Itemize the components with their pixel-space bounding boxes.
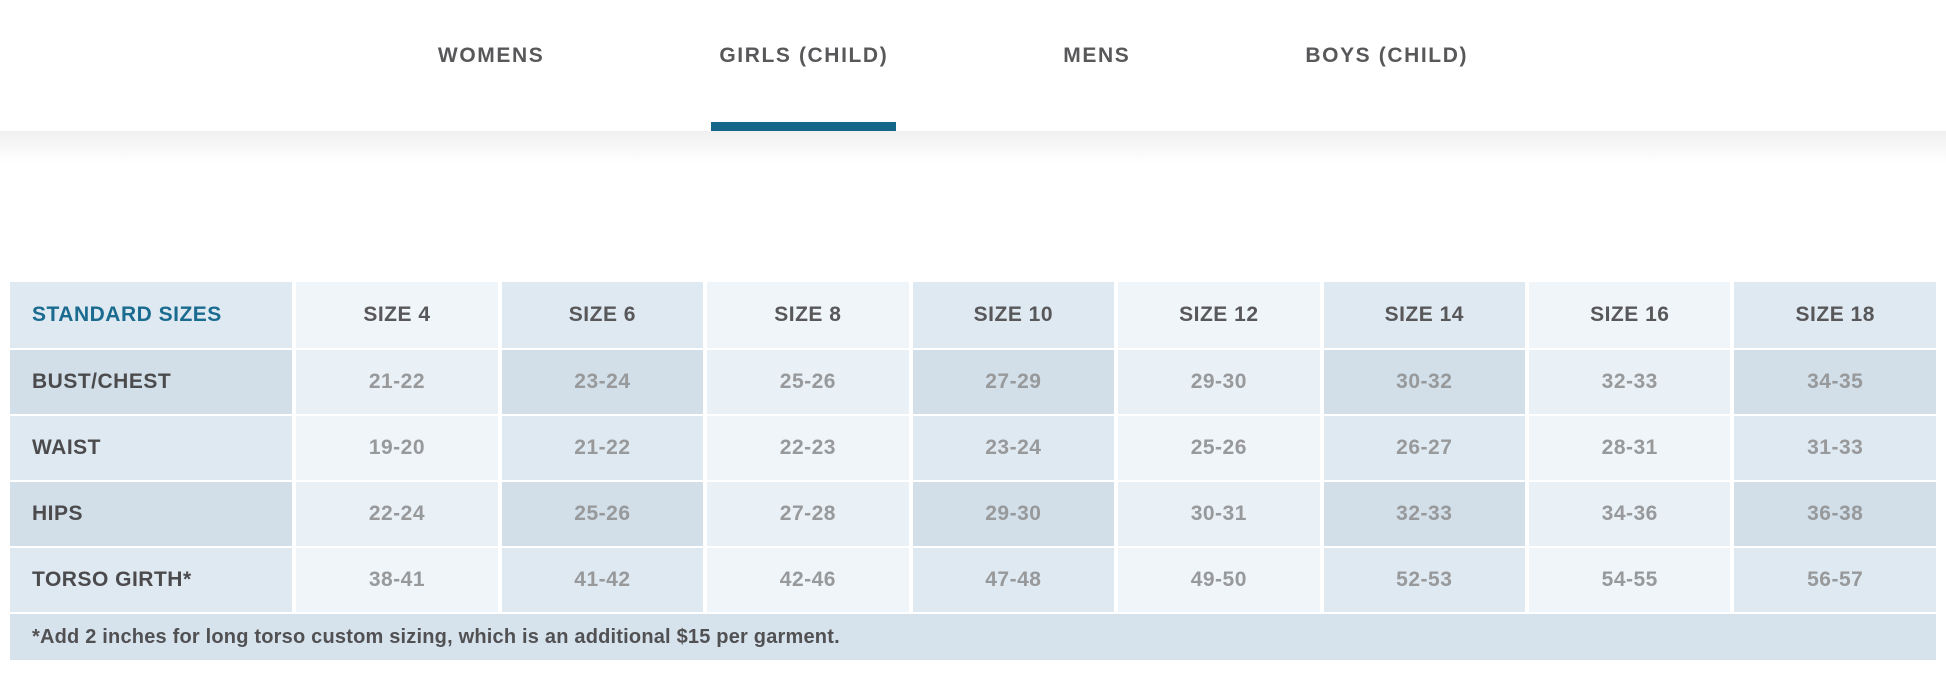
tab-boys-child[interactable]: BOYS (CHILD) <box>1297 44 1476 131</box>
cell-value: 29-30 <box>1118 350 1320 414</box>
cell-value: 56-57 <box>1734 548 1936 612</box>
cell-value: 25-26 <box>501 482 704 546</box>
tab-row: WOMENS GIRLS (CHILD) MENS BOYS (CHILD) <box>0 0 1926 131</box>
header-size-18: SIZE 18 <box>1734 282 1936 348</box>
cell-value: 42-46 <box>707 548 909 612</box>
cell-value: 36-38 <box>1734 482 1936 546</box>
tab-womens[interactable]: WOMENS <box>430 44 552 131</box>
cell-value: 32-33 <box>1323 482 1526 546</box>
cell-value: 31-33 <box>1734 416 1936 480</box>
tab-girls-child[interactable]: GIRLS (CHILD) <box>711 44 897 131</box>
header-standard-sizes: STANDARD SIZES <box>10 282 293 348</box>
tab-mens[interactable]: MENS <box>1055 44 1138 131</box>
row-label-hips: HIPS <box>10 482 293 546</box>
table-row-hips: HIPS 22-24 25-26 27-28 29-30 30-31 32-33… <box>10 482 1936 546</box>
row-label-bust-chest: BUST/CHEST <box>10 350 293 414</box>
cell-value: 49-50 <box>1118 548 1320 612</box>
cell-value: 30-32 <box>1323 350 1526 414</box>
tab-womens-label: WOMENS <box>437 44 545 67</box>
row-label-waist: WAIST <box>10 416 293 480</box>
header-size-4: SIZE 4 <box>296 282 498 348</box>
size-table: STANDARD SIZES SIZE 4 SIZE 6 SIZE 8 SIZE… <box>6 280 1940 662</box>
cell-value: 32-33 <box>1529 350 1731 414</box>
size-chart-tabbar: WOMENS GIRLS (CHILD) MENS BOYS (CHILD) <box>0 0 1946 131</box>
cell-value: 41-42 <box>501 548 704 612</box>
cell-value: 22-24 <box>296 482 498 546</box>
cell-value: 27-29 <box>912 350 1115 414</box>
cell-value: 34-36 <box>1529 482 1731 546</box>
header-size-12: SIZE 12 <box>1118 282 1320 348</box>
cell-value: 25-26 <box>707 350 909 414</box>
table-row-waist: WAIST 19-20 21-22 22-23 23-24 25-26 26-2… <box>10 416 1936 480</box>
cell-value: 19-20 <box>296 416 498 480</box>
cell-value: 28-31 <box>1529 416 1731 480</box>
header-size-8: SIZE 8 <box>707 282 909 348</box>
active-tab-underline <box>711 122 897 131</box>
header-size-6: SIZE 6 <box>501 282 704 348</box>
cell-value: 47-48 <box>912 548 1115 612</box>
cell-value: 21-22 <box>296 350 498 414</box>
cell-value: 54-55 <box>1529 548 1731 612</box>
footnote-text: *Add 2 inches for long torso custom sizi… <box>10 614 1936 660</box>
header-size-10: SIZE 10 <box>912 282 1115 348</box>
cell-value: 21-22 <box>501 416 704 480</box>
cell-value: 52-53 <box>1323 548 1526 612</box>
header-size-16: SIZE 16 <box>1529 282 1731 348</box>
cell-value: 29-30 <box>912 482 1115 546</box>
table-row-torso-girth: TORSO GIRTH* 38-41 41-42 42-46 47-48 49-… <box>10 548 1936 612</box>
header-size-14: SIZE 14 <box>1323 282 1526 348</box>
cell-value: 30-31 <box>1118 482 1320 546</box>
header-bottom-shadow <box>0 131 1946 163</box>
table-header-row: STANDARD SIZES SIZE 4 SIZE 6 SIZE 8 SIZE… <box>10 282 1936 348</box>
table-footnote-row: *Add 2 inches for long torso custom sizi… <box>10 614 1936 660</box>
cell-value: 25-26 <box>1118 416 1320 480</box>
row-label-torso-girth: TORSO GIRTH* <box>10 548 293 612</box>
cell-value: 38-41 <box>296 548 498 612</box>
table-row-bust-chest: BUST/CHEST 21-22 23-24 25-26 27-29 29-30… <box>10 350 1936 414</box>
size-chart: STANDARD SIZES SIZE 4 SIZE 6 SIZE 8 SIZE… <box>6 280 1940 662</box>
tab-girls-child-label: GIRLS (CHILD) <box>719 44 889 67</box>
cell-value: 22-23 <box>707 416 909 480</box>
cell-value: 23-24 <box>912 416 1115 480</box>
tab-boys-child-label: BOYS (CHILD) <box>1305 44 1469 67</box>
cell-value: 34-35 <box>1734 350 1936 414</box>
tab-mens-label: MENS <box>1063 44 1131 67</box>
cell-value: 23-24 <box>501 350 704 414</box>
cell-value: 26-27 <box>1323 416 1526 480</box>
cell-value: 27-28 <box>707 482 909 546</box>
